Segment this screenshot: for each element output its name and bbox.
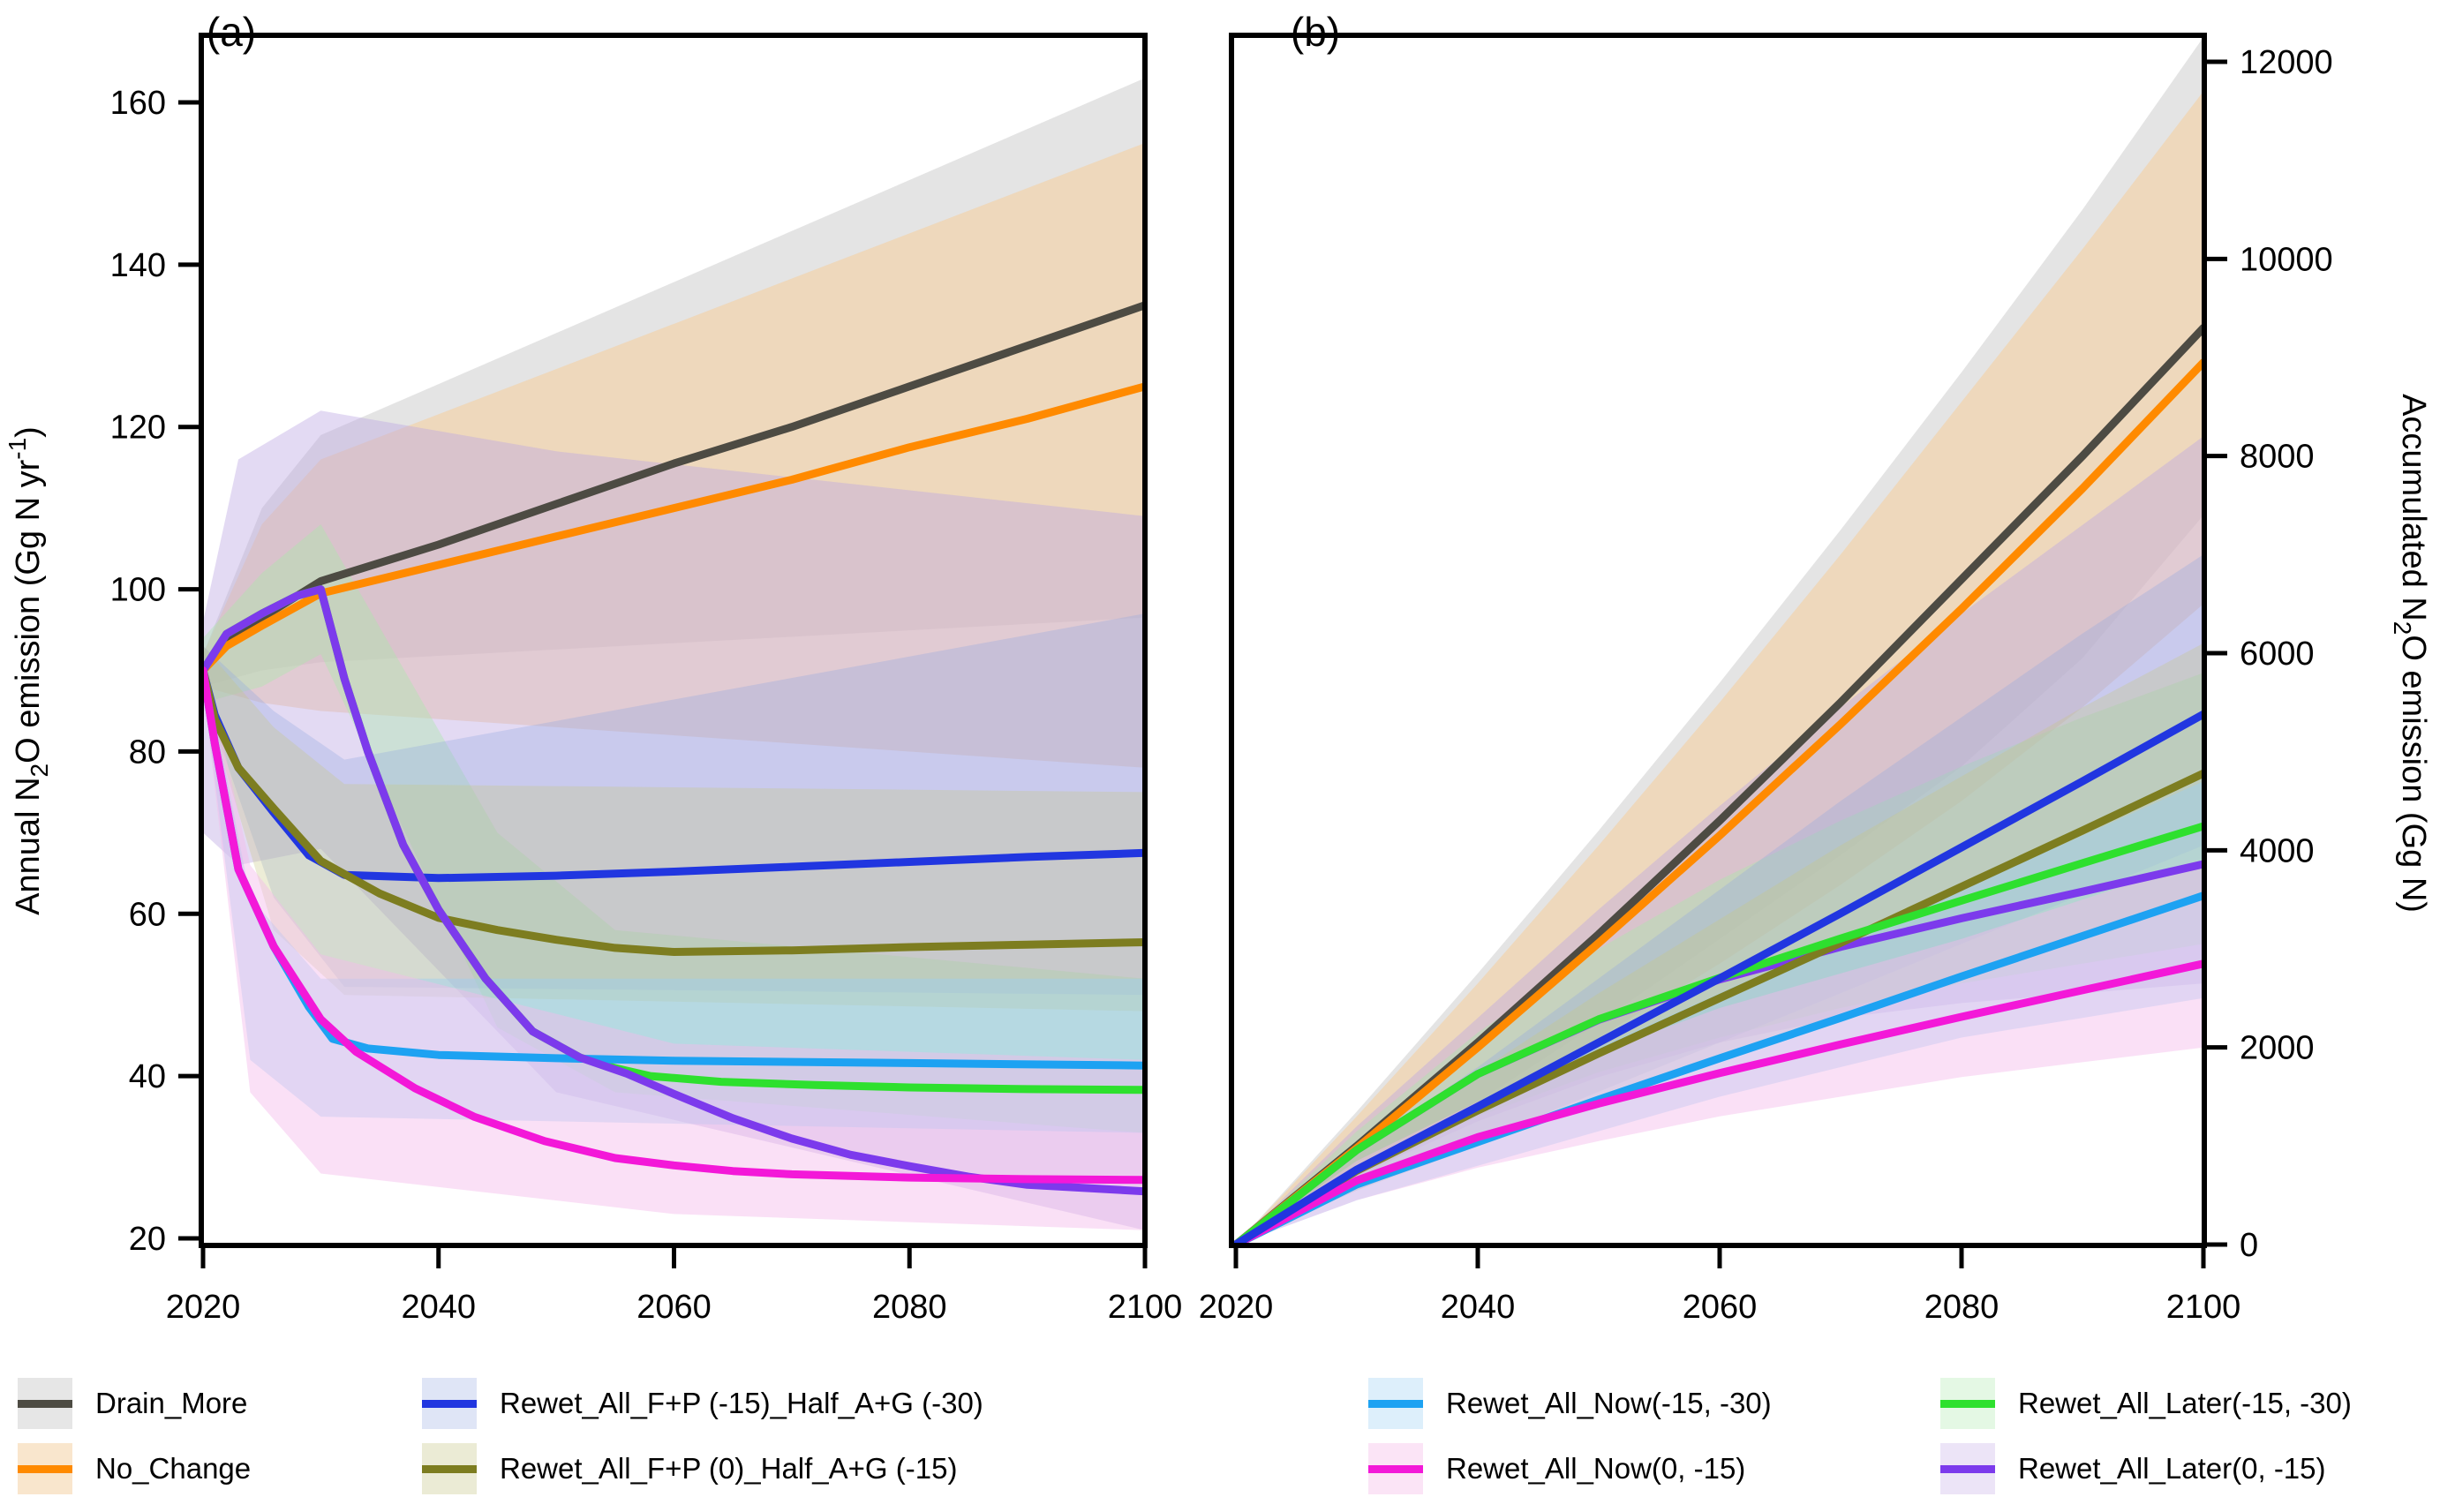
legend-label: No_Change xyxy=(95,1452,252,1485)
x-tick-label: 2040 xyxy=(1441,1289,1516,1326)
legend-label: Drain_More xyxy=(95,1387,248,1419)
y-tick-label: 140 xyxy=(110,247,166,284)
series-line-fp0 xyxy=(201,666,1145,956)
legend-line-sample xyxy=(422,1464,477,1473)
legend-line-sample xyxy=(18,1399,72,1408)
legend-swatch-rewet-now-15-30 xyxy=(1368,1378,1423,1429)
y-axis-title-b: Accumulated N2O emission (Gg N) xyxy=(2389,394,2432,913)
legend-label: Rewet_All_Later(-15, -30) xyxy=(2018,1387,2352,1419)
y-tick-label: 60 xyxy=(129,896,166,933)
series-line-no_change xyxy=(201,382,1145,674)
x-tick-label: 2060 xyxy=(636,1289,712,1326)
y-tick-label: 160 xyxy=(110,85,166,122)
legend-label: Rewet_All_F+P (0)_Half_A+G (-15) xyxy=(500,1452,958,1485)
emission-charts-svg: 2020 2040 2060 2080 210020406080100120140160… xyxy=(4,9,2432,1326)
legend-item-rewet-later-15-30: Rewet_All_Later(-15, -30) xyxy=(1940,1377,2352,1430)
y-tick-label: 100 xyxy=(110,572,166,609)
band-later1530 xyxy=(203,524,1145,1133)
band-now1530 xyxy=(203,654,1145,1133)
panel-title-b: (b) xyxy=(1291,9,1340,55)
series-line-now015 xyxy=(1231,959,2204,1245)
y-tick-label: 8000 xyxy=(2240,439,2315,476)
band-now015 xyxy=(1236,860,2203,1245)
legend-line-sample xyxy=(1368,1399,1423,1408)
legend-swatch-rewet-now-0-15 xyxy=(1368,1443,1423,1494)
panel-title-a: (a) xyxy=(207,9,256,55)
plot-area-b xyxy=(1231,37,2204,1245)
y-tick-label: 80 xyxy=(129,733,166,771)
x-tick-label: 2040 xyxy=(401,1289,476,1326)
legend-label: Rewet_All_Now(-15, -30) xyxy=(1446,1387,1772,1419)
y-tick-label: 10000 xyxy=(2240,241,2333,278)
x-tick-label: 2100 xyxy=(1108,1289,1183,1326)
legend-line-sample xyxy=(422,1399,477,1408)
legend: Drain_More Rewet_All_F+P (-15)_Half_A+G … xyxy=(18,1377,2352,1495)
legend-item-drain-more: Drain_More xyxy=(18,1377,422,1430)
legend-swatch-rewet-later-0-15 xyxy=(1940,1443,1995,1494)
x-tick-label: 2100 xyxy=(2166,1289,2241,1326)
series-line-no_change xyxy=(1231,358,2204,1245)
legend-item-no-change: No_Change xyxy=(18,1442,422,1495)
legend-item-rewet-now-0-15: Rewet_All_Now(0, -15) xyxy=(1368,1442,1940,1495)
series-line-drain_more xyxy=(201,301,1145,674)
band-later015 xyxy=(203,410,1145,1230)
y-tick-label: 40 xyxy=(129,1058,166,1095)
legend-label: Rewet_All_Now(0, -15) xyxy=(1446,1452,1746,1485)
x-tick-label: 2020 xyxy=(166,1289,241,1326)
legend-label: Rewet_All_F+P (-15)_Half_A+G (-30) xyxy=(500,1387,983,1419)
legend-item-rewet-now-15-30: Rewet_All_Now(-15, -30) xyxy=(1368,1377,1940,1430)
legend-swatch-rewet-fp-0 xyxy=(422,1443,477,1494)
y-tick-label: 2000 xyxy=(2240,1030,2315,1067)
band-later1530 xyxy=(1236,673,2203,1245)
legend-line-sample xyxy=(18,1464,72,1473)
x-tick-label: 2060 xyxy=(1683,1289,1758,1326)
series-line-now015 xyxy=(201,666,1145,1185)
band-fp15 xyxy=(203,613,1145,996)
legend-swatch-no-change xyxy=(18,1443,72,1494)
legend-item-rewet-later-0-15: Rewet_All_Later(0, -15) xyxy=(1940,1442,2352,1495)
legend-item-rewet-fp-0: Rewet_All_F+P (0)_Half_A+G (-15) xyxy=(422,1442,1368,1495)
y-tick-label: 4000 xyxy=(2240,832,2315,869)
y-tick-label: 0 xyxy=(2240,1227,2258,1264)
legend-line-sample xyxy=(1368,1464,1423,1473)
y-tick-label: 120 xyxy=(110,410,166,447)
legend-swatch-rewet-fp-15 xyxy=(422,1378,477,1429)
legend-swatch-rewet-later-15-30 xyxy=(1940,1378,1995,1429)
x-tick-label: 2020 xyxy=(1199,1289,1274,1326)
series-line-later015 xyxy=(201,585,1145,1196)
x-tick-label: 2080 xyxy=(1924,1289,1999,1326)
legend-label: Rewet_All_Later(0, -15) xyxy=(2018,1452,2326,1485)
band-no_change xyxy=(203,143,1145,768)
series-line-now1530 xyxy=(1231,891,2204,1245)
band-fp0 xyxy=(1236,643,2203,1245)
y-tick-label: 20 xyxy=(129,1221,166,1258)
legend-line-sample xyxy=(1940,1399,1995,1408)
y-axis-title-a: Annual N2O emission (Gg N yr-1) xyxy=(4,426,53,915)
legend-swatch-drain-more xyxy=(18,1378,72,1429)
x-tick-label: 2080 xyxy=(872,1289,947,1326)
y-tick-label: 12000 xyxy=(2240,44,2333,81)
legend-item-rewet-fp-15: Rewet_All_F+P (-15)_Half_A+G (-30) xyxy=(422,1377,1368,1430)
plot-area-a xyxy=(201,78,1145,1230)
legend-line-sample xyxy=(1940,1464,1995,1473)
band-no_change xyxy=(1236,91,2203,1245)
series-line-fp15 xyxy=(1231,710,2204,1245)
y-tick-label: 6000 xyxy=(2240,636,2315,673)
